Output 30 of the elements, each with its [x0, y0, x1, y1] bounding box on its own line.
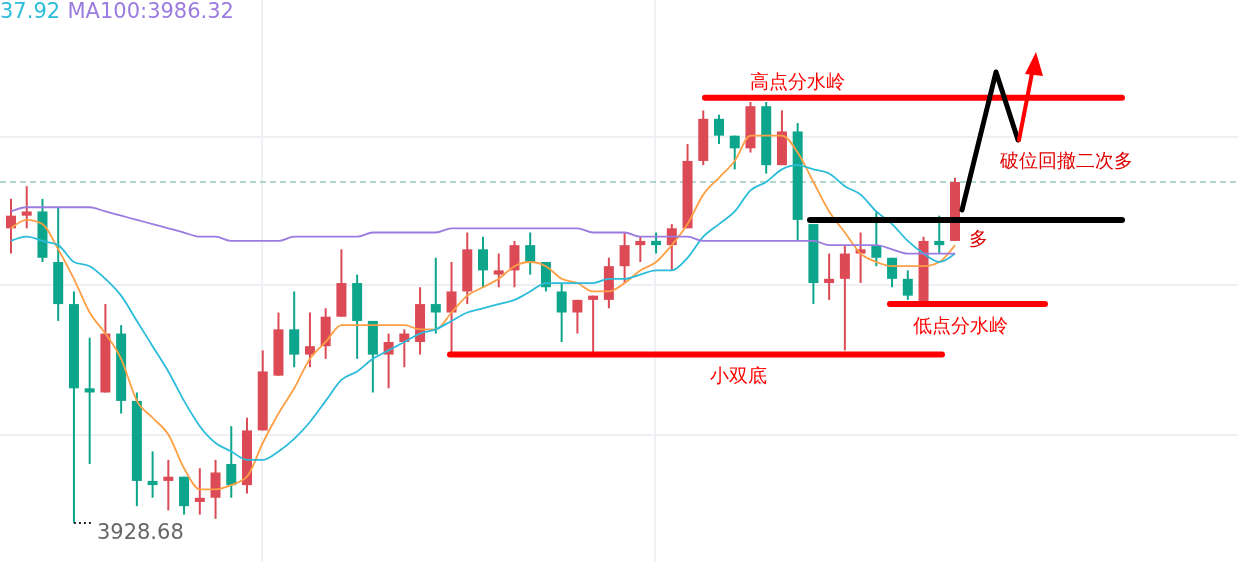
candlestick: [824, 252, 835, 301]
candlestick: [729, 134, 740, 171]
candlestick: [147, 450, 158, 499]
candlestick: [430, 256, 441, 335]
text: MA100:3986.32: [67, 0, 234, 23]
candlestick: [304, 311, 315, 369]
candlestick: [651, 231, 662, 255]
candlestick: [902, 269, 913, 301]
candlestick: [478, 235, 488, 289]
text: 37.92: [0, 0, 61, 23]
candlestick: [871, 210, 882, 268]
candlestick: [635, 235, 646, 263]
candlestick: [194, 467, 205, 516]
text: 多: [969, 227, 988, 249]
candlestick: [572, 298, 583, 335]
text: 破位回撤二次多: [999, 149, 1133, 171]
ref-line-label: 小双底: [709, 364, 767, 386]
candlestick: [619, 231, 630, 285]
candlestick: [226, 425, 237, 499]
candlestick: [163, 458, 174, 512]
candlestick: [934, 214, 945, 255]
ref-line-label: 高点分水岭: [749, 70, 845, 92]
candlestick: [525, 231, 536, 276]
annotation: 3928.68: [96, 520, 184, 544]
candlestick: [21, 185, 32, 230]
candlestick: [84, 336, 95, 466]
ref-line-label: 低点分水岭: [912, 314, 1008, 336]
candlestick: [493, 252, 504, 289]
candlestick: [556, 282, 567, 343]
candlestick: [714, 113, 724, 146]
